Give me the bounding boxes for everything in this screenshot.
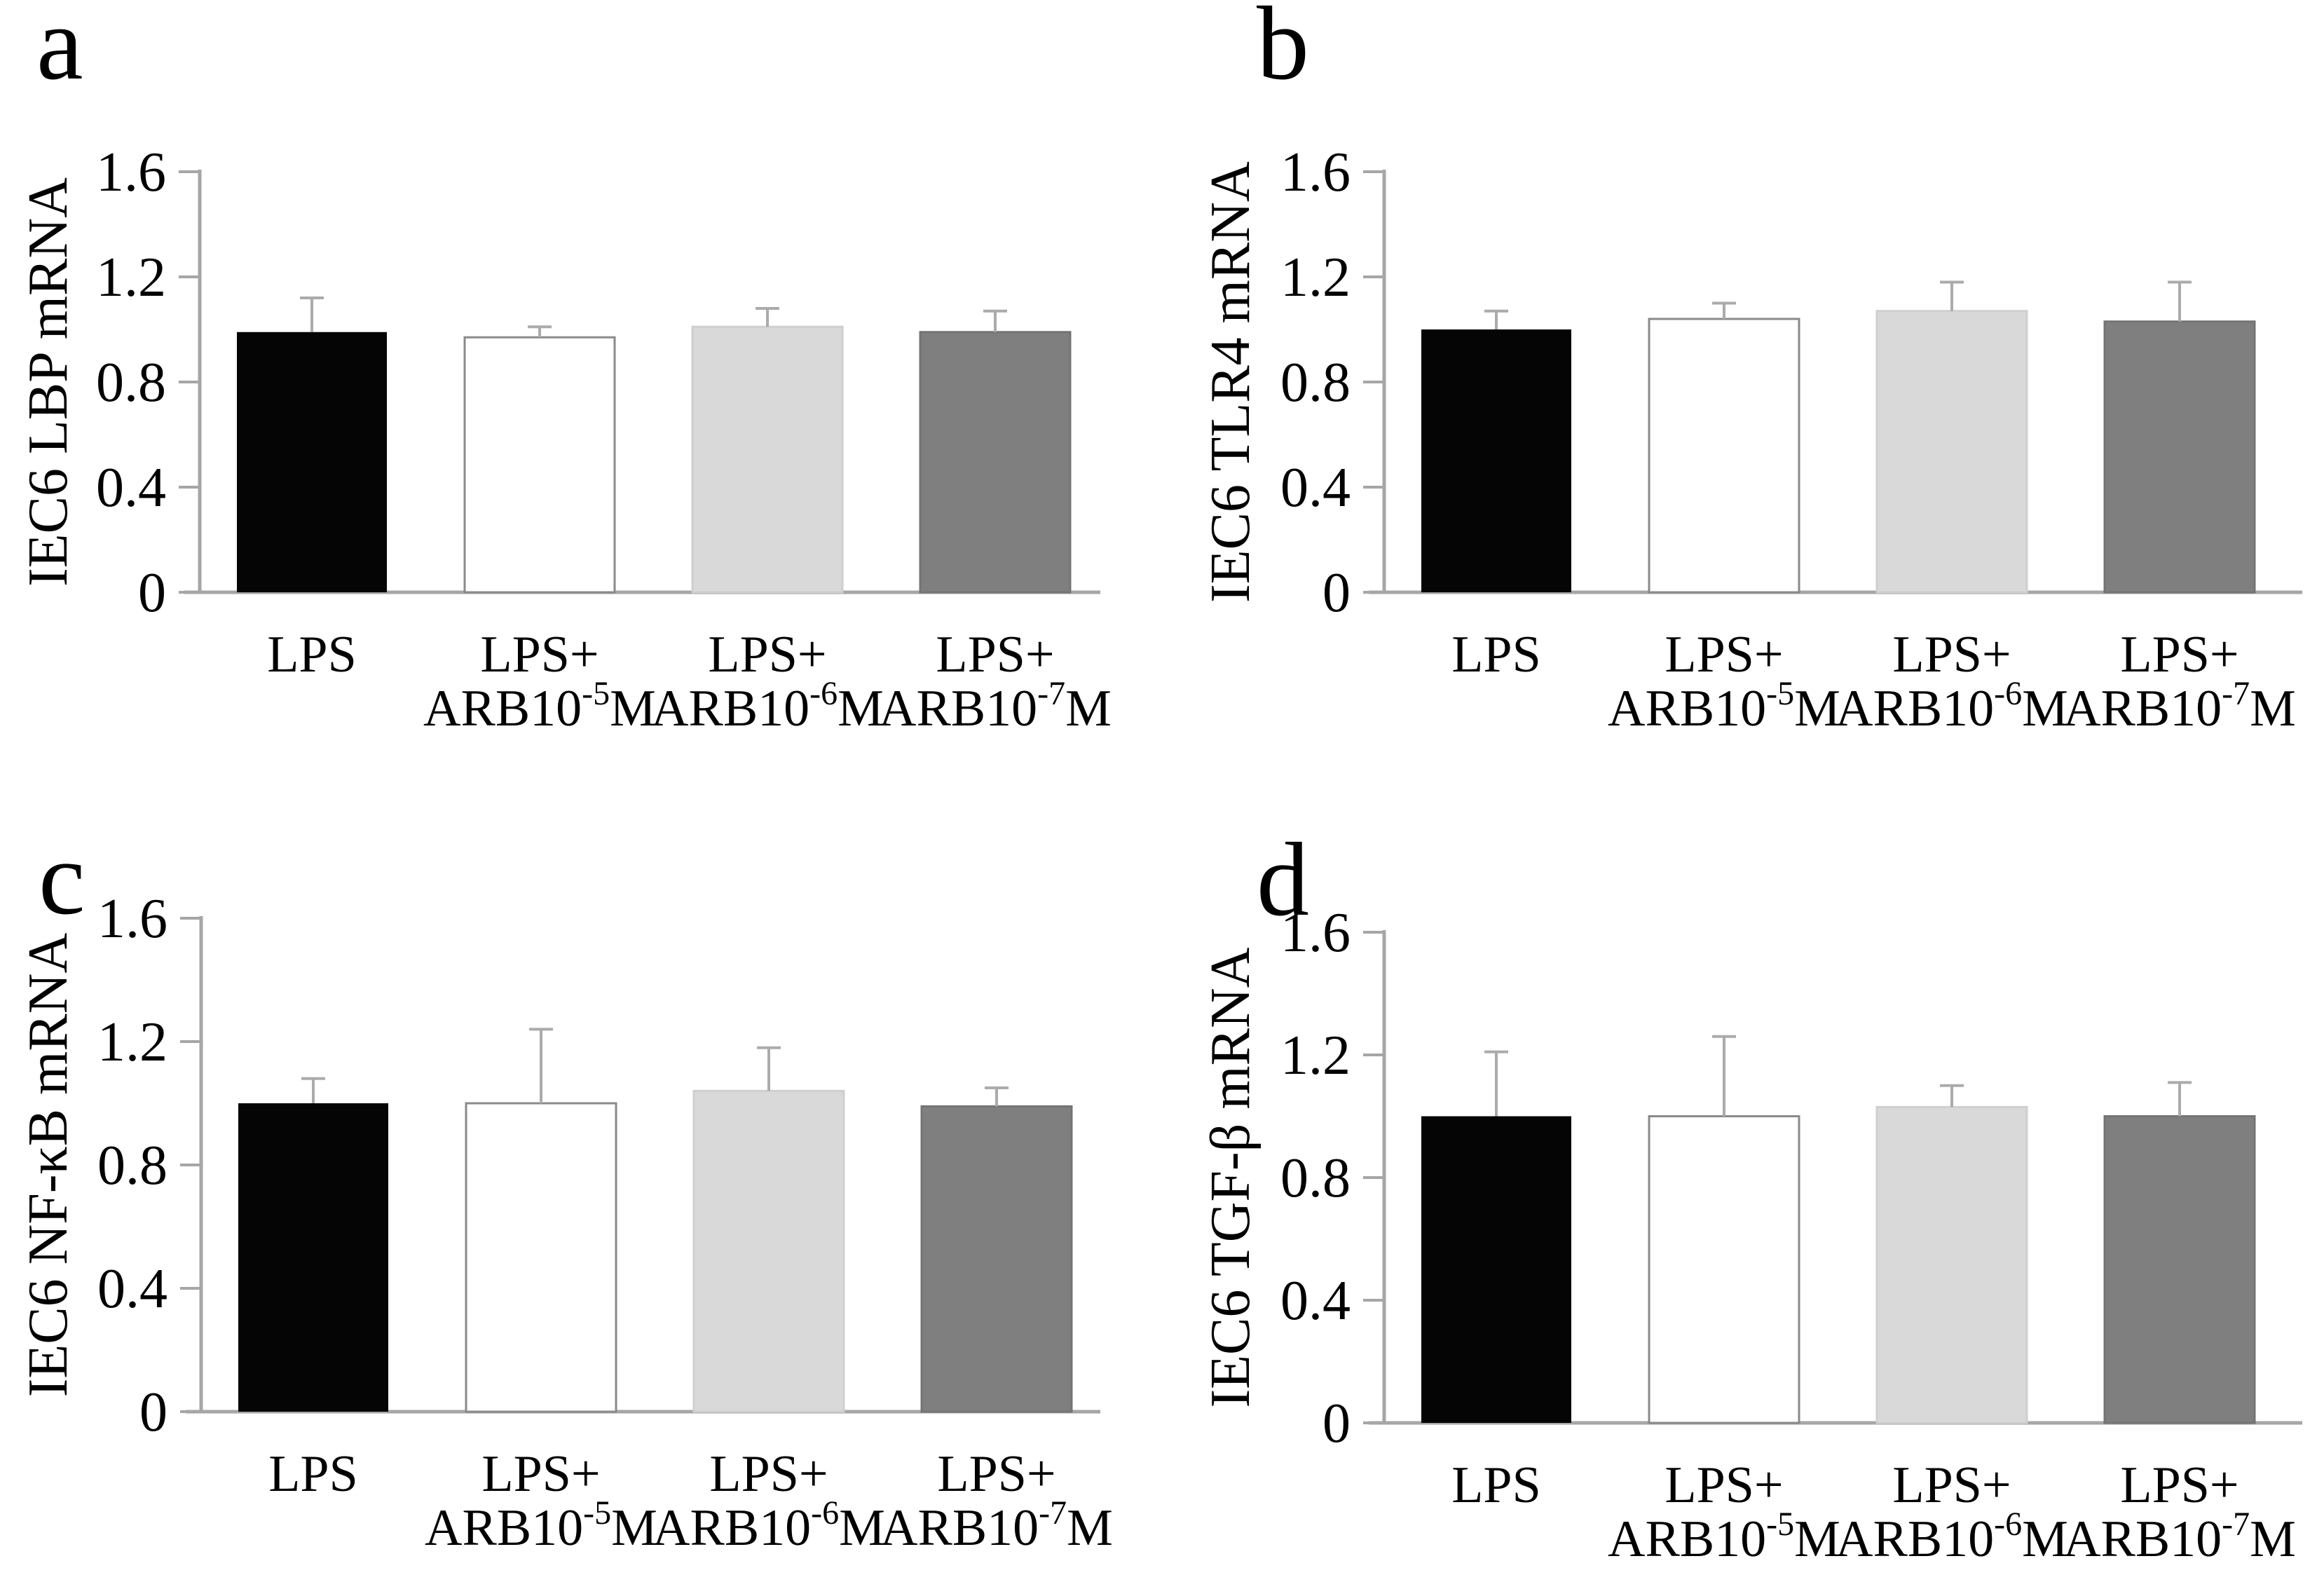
y-tick-label: 0.8 xyxy=(97,1135,168,1196)
y-tick-label: 1.6 xyxy=(97,888,168,950)
category-label-line2-lps-arb10-7m: ARB10-7M xyxy=(2063,675,2296,737)
bar-lps-arb10-5m xyxy=(1648,1115,1800,1424)
y-tick-label: 1.2 xyxy=(1280,1025,1351,1086)
bar-lps-arb10-6m xyxy=(691,325,844,594)
y-axis-title: IEC6 TLR4 mRNA xyxy=(1200,161,1262,603)
category-label-line2-lps-arb10-7m: ARB10-7M xyxy=(879,675,1112,737)
bar-lps-arb10-7m xyxy=(2103,320,2256,594)
category-label-line1-lps: LPS xyxy=(267,626,357,683)
category-label-line2-lps-arb10-6m: ARB10-6M xyxy=(652,1494,885,1557)
category-label-line2-lps-arb10-5m: ARB10-5M xyxy=(1608,1506,1840,1568)
category-label-line2-lps-arb10-5m: ARB10-5M xyxy=(425,1494,657,1557)
bar-lps xyxy=(237,332,387,592)
y-tick-label: 1.6 xyxy=(1280,142,1351,203)
category-label-line1-lps-arb10-6m: LPS+ xyxy=(1892,1457,2011,1514)
y-axis-title: IEC6 TGF-β mRNA xyxy=(1200,947,1262,1407)
y-axis-title: IEC6 NF-κB mRNA xyxy=(18,932,79,1397)
y-tick-label: 0.8 xyxy=(1280,1147,1351,1209)
bar-lps-arb10-5m xyxy=(463,336,616,594)
y-tick-label: 0 xyxy=(138,562,166,624)
bar-lps-arb10-6m xyxy=(1875,310,2028,594)
bar-lps-arb10-7m xyxy=(920,1105,1073,1413)
y-tick-label: 0.4 xyxy=(97,1258,168,1320)
y-tick-label: 0 xyxy=(1322,562,1351,624)
y-tick-label: 0 xyxy=(1322,1393,1351,1454)
category-label-line1-lps-arb10-6m: LPS+ xyxy=(708,626,826,683)
y-tick-label: 0.4 xyxy=(96,457,166,519)
bar-lps-arb10-6m xyxy=(1875,1105,2028,1424)
category-label-line2-lps-arb10-7m: ARB10-7M xyxy=(2063,1506,2296,1568)
y-tick-label: 0.4 xyxy=(1280,1270,1351,1332)
y-tick-label: 0 xyxy=(139,1382,168,1443)
category-label-line1-lps-arb10-7m: LPS+ xyxy=(936,626,1054,683)
category-label-line1-lps: LPS xyxy=(268,1445,358,1503)
panel-letter-a: a xyxy=(36,0,83,102)
category-label-line1-lps-arb10-5m: LPS+ xyxy=(1665,1457,1783,1514)
category-label-line1-lps-arb10-6m: LPS+ xyxy=(1892,626,2011,683)
bar-lps-arb10-5m xyxy=(1648,318,1800,594)
bar-lps-arb10-5m xyxy=(465,1102,617,1413)
y-tick-label: 1.6 xyxy=(1280,902,1351,964)
category-label-line2-lps-arb10-6m: ARB10-6M xyxy=(1836,675,2068,737)
y-tick-label: 1.6 xyxy=(96,142,166,203)
bar-lps xyxy=(238,1103,388,1412)
y-tick-label: 0.8 xyxy=(96,352,166,414)
category-label-line2-lps-arb10-6m: ARB10-6M xyxy=(651,675,884,737)
bar-lps-arb10-7m xyxy=(2103,1115,2256,1424)
panel-letter-b: b xyxy=(1257,0,1309,102)
category-label-line1-lps-arb10-7m: LPS+ xyxy=(2120,1457,2238,1514)
y-tick-label: 1.2 xyxy=(1280,247,1351,308)
y-tick-label: 1.2 xyxy=(97,1011,168,1073)
bar-lps xyxy=(1421,1116,1571,1423)
panel-letter-c: c xyxy=(39,820,86,936)
bar-lps xyxy=(1421,329,1571,592)
category-label-line2-lps-arb10-5m: ARB10-5M xyxy=(423,675,656,737)
category-label-line1-lps: LPS xyxy=(1451,1457,1541,1514)
category-label-line2-lps-arb10-5m: ARB10-5M xyxy=(1608,675,1840,737)
bar-lps-arb10-7m xyxy=(919,331,1072,594)
category-label-line1-lps-arb10-7m: LPS+ xyxy=(2120,626,2238,683)
category-label-line2-lps-arb10-6m: ARB10-6M xyxy=(1836,1506,2068,1568)
category-label-line1-lps-arb10-7m: LPS+ xyxy=(937,1445,1055,1503)
y-tick-label: 0.4 xyxy=(1280,457,1351,519)
category-label-line1-lps-arb10-5m: LPS+ xyxy=(481,1445,600,1503)
bar-lps-arb10-6m xyxy=(692,1089,845,1413)
panel-letter-d: d xyxy=(1257,821,1309,938)
category-label-line1-lps-arb10-6m: LPS+ xyxy=(709,1445,828,1503)
category-label-line1-lps-arb10-5m: LPS+ xyxy=(1665,626,1783,683)
category-label-line2-lps-arb10-7m: ARB10-7M xyxy=(880,1494,1113,1557)
category-label-line1-lps-arb10-5m: LPS+ xyxy=(480,626,599,683)
category-label-line1-lps: LPS xyxy=(1451,626,1541,683)
y-axis-title: IEC6 LBP mRNA xyxy=(18,177,79,587)
y-tick-label: 1.2 xyxy=(96,247,166,308)
y-tick-label: 0.8 xyxy=(1280,352,1351,414)
